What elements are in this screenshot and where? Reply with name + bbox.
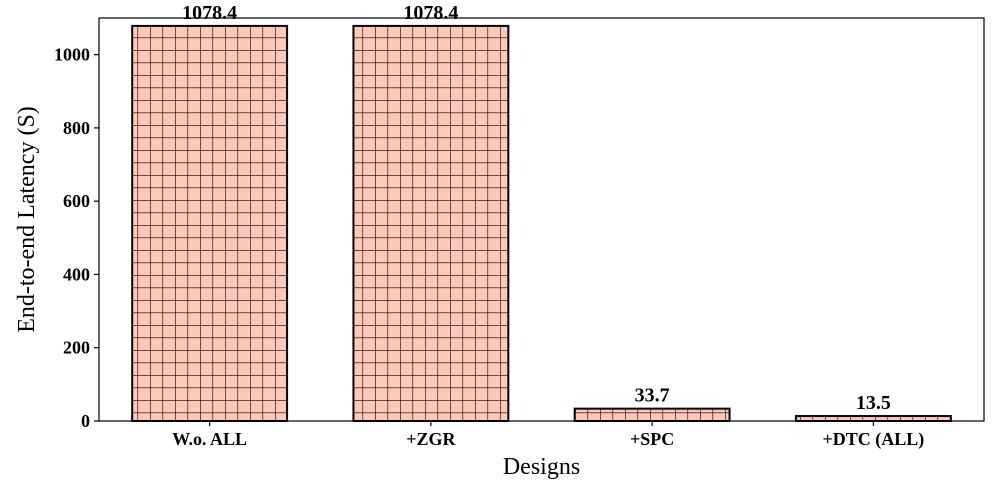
data-labels-group: 1078.4 1078.4 33.7 13.5 [182,2,891,414]
bar-1 [352,24,510,422]
x-axis-title: Designs [503,454,580,480]
bar-3 [794,415,952,422]
y-tick-label-2: 400 [63,264,90,284]
y-tick-label-5: 1000 [54,45,90,65]
x-tick-label-0: W.o. ALL [172,429,247,449]
data-label-2: 33.7 [635,385,670,407]
y-axis-title: End-to-end Latency (S) [14,106,40,333]
bar-0 [131,24,289,422]
data-label-1: 1078.4 [403,2,458,24]
x-tick-label-1: +ZGR [406,429,456,449]
x-tick-label-2: +SPC [630,429,674,449]
y-axis: 0 200 400 600 800 1000 [54,45,99,431]
x-axis: W.o. ALL +ZGR +SPC +DTC (ALL) [172,421,924,450]
y-tick-label-4: 800 [63,118,90,138]
x-tick-label-3: +DTC (ALL) [822,429,924,450]
bars-group [131,24,952,422]
plot-frame [98,17,985,422]
data-label-3: 13.5 [856,392,891,414]
bar-2 [573,407,731,422]
y-tick-label-0: 0 [81,411,90,431]
data-label-0: 1078.4 [182,2,237,24]
y-tick-label-1: 200 [63,338,90,358]
y-tick-label-3: 600 [63,191,90,211]
